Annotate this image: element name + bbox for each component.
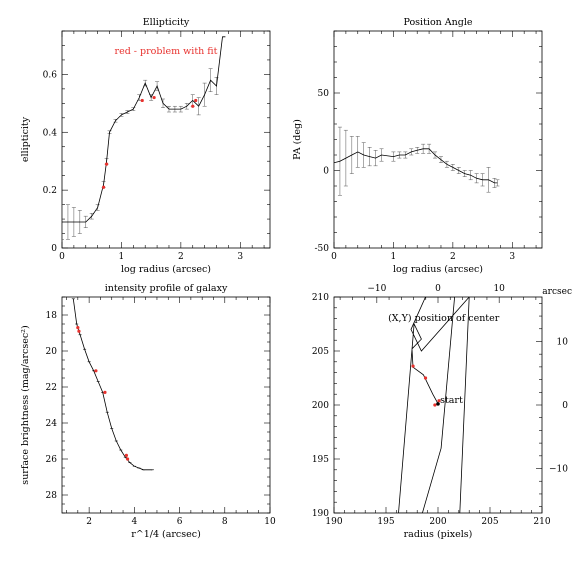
y-tick-label: 0	[323, 167, 329, 177]
plot-frame	[61, 296, 271, 514]
plot-area	[71, 298, 154, 471]
start-label: start	[440, 395, 463, 406]
x-tick-label: 6	[177, 517, 183, 527]
y-tick-label: 210	[312, 293, 329, 303]
x-tick-label: 200	[429, 517, 446, 527]
x-tick-label: 3	[237, 252, 243, 262]
red-point	[194, 98, 198, 103]
x-tick-label: 205	[481, 517, 498, 527]
x-tick-label: 2	[450, 252, 456, 262]
y-tick-label: 18	[46, 311, 58, 321]
series-line	[62, 36, 226, 223]
x-axis-label: radius (pixels)	[404, 529, 473, 540]
plot-frame	[61, 30, 271, 249]
red-point	[423, 376, 428, 380]
x-tick-label: 2	[178, 252, 184, 262]
y-tick-label: 20	[46, 347, 58, 357]
x-tick-label: 210	[533, 517, 550, 527]
y-tick-label: 50	[318, 89, 330, 99]
chart-title: Ellipticity	[143, 17, 190, 28]
y-tick-label: 205	[312, 347, 329, 357]
chart-title: intensity profile of galaxy	[105, 283, 228, 294]
y-axis-label: PA (deg)	[292, 119, 303, 160]
red-point	[102, 185, 106, 189]
x-tick-label: 8	[222, 517, 228, 527]
red-point	[140, 98, 144, 103]
x-tick-label: 1	[391, 252, 397, 262]
y-tick-label: 22	[46, 383, 57, 393]
red-point	[152, 95, 156, 100]
red-point	[191, 104, 195, 108]
top-tick-label: −10	[367, 284, 386, 294]
plot-area	[398, 297, 470, 513]
chart-title: Position Angle	[403, 17, 472, 28]
right-tick-label: 10	[557, 337, 569, 347]
red-point	[77, 329, 81, 333]
y-axis-label: ellipticity	[20, 116, 31, 162]
y-tick-label: 24	[46, 419, 58, 429]
red-point	[94, 369, 98, 373]
top-tick-label: 0	[435, 284, 441, 294]
x-axis-label: r^1/4 (arcsec)	[131, 529, 201, 540]
red-point	[437, 399, 441, 403]
x-tick-label: 190	[325, 517, 342, 527]
right-tick-label: −10	[549, 465, 568, 475]
top-tick-label: 10	[493, 284, 505, 294]
y-tick-label: -50	[315, 244, 330, 254]
ellipticity-panel: 0 1 2 3 0 0.2 0.4 0.6 Ellipticity log radius (arc…	[20, 17, 271, 275]
y-axis-label: surface brightness (mag/arcsec²)	[20, 325, 31, 484]
x-tick-label: 1	[119, 252, 125, 262]
fit-problem-note: red - problem with fit	[115, 46, 218, 57]
x-tick-label: 3	[509, 252, 515, 262]
y-tick-label: 26	[46, 455, 58, 465]
center-position-panel: 190 195 200 205 210 190 195 200 205 210 −10 0 10 −10 0…	[312, 284, 572, 540]
series-line	[398, 297, 470, 513]
x-tick-label: 10	[264, 517, 276, 527]
x-tick-label: 195	[377, 517, 394, 527]
series-line	[334, 148, 498, 184]
y-tick-label: 28	[46, 491, 58, 501]
start-point	[436, 402, 440, 406]
x-axis-label: log radius (arcsec)	[121, 264, 211, 275]
x-tick-label: 4	[131, 517, 137, 527]
x-tick-label: 2	[86, 517, 92, 527]
red-point	[433, 403, 437, 407]
y-tick-label: 0.4	[43, 128, 58, 138]
y-tick-label: 0.6	[43, 70, 58, 80]
red-point	[103, 390, 107, 394]
y-tick-label: 0.2	[43, 186, 57, 196]
red-point	[104, 162, 109, 166]
top-axis-label: arcsec	[542, 287, 572, 297]
y-tick-label: 0	[51, 244, 57, 254]
x-tick-label: 0	[59, 252, 65, 262]
y-tick-label: 190	[312, 509, 329, 519]
plot-area	[334, 123, 500, 202]
y-tick-label: 195	[312, 455, 329, 465]
red-point	[124, 453, 129, 457]
red-point	[411, 364, 415, 368]
y-tick-label: 200	[312, 401, 329, 411]
right-tick-label: 0	[562, 401, 568, 411]
plot-area	[62, 36, 226, 240]
x-axis-label: log radius (arcsec)	[393, 264, 483, 275]
red-point	[125, 457, 130, 461]
plot-frame	[333, 30, 543, 249]
chart-title: (X,Y) position of center	[388, 313, 500, 324]
red-point	[76, 326, 80, 330]
series-line	[72, 298, 153, 471]
x-tick-label: 0	[331, 252, 337, 262]
